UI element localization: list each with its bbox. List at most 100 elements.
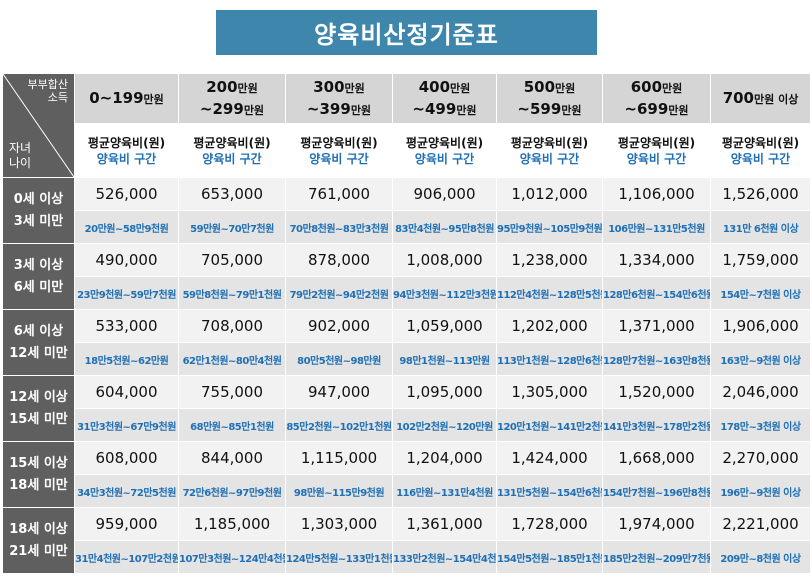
avg-support-amount: 1,106,000	[602, 177, 711, 211]
bracket-unit: 만원	[350, 103, 372, 117]
age-to: 12세 미만	[9, 345, 68, 361]
bracket-unit: 만원	[143, 92, 164, 106]
amount-row: 18세 이상 21세 미만 959,000 1,185,000 1,303,000 1,3…	[2, 507, 811, 574]
page-title: 양육비산정기준표	[216, 10, 597, 55]
avg-support-amount: 604,000	[74, 375, 179, 409]
bracket-line2: ~399만원	[286, 99, 392, 121]
avg-support-amount: 761,000	[285, 177, 393, 211]
corner-cell: 부부합산 소득 자녀 나이	[2, 73, 75, 178]
column-subheader: 평균양육비(원) 양육비 구간	[392, 123, 497, 178]
support-range-label: 양육비 구간	[414, 151, 475, 166]
income-bracket-header: 400만원 ~499만원	[392, 73, 497, 124]
avg-support-amount: 1,520,000	[602, 375, 711, 409]
bracket-amount-from: 0~199	[89, 88, 144, 107]
support-range: 59만8천원~79만1천원	[178, 276, 286, 310]
support-range: 178만~3천원 이상	[710, 408, 811, 442]
column-subheader: 평균양육비(원) 양육비 구간	[74, 123, 179, 178]
support-range: 163만~9천원 이상	[710, 342, 811, 376]
column-subheader: 평균양육비(원) 양육비 구간	[602, 123, 711, 178]
bracket-unit: 만원	[555, 81, 576, 95]
support-range-label: 양육비 구간	[519, 151, 580, 166]
bracket-unit: 만원 이상	[754, 92, 799, 106]
subheader-row: 평균양육비(원) 양육비 구간 평균양육비(원) 양육비 구간 평균양육비(원) 양육비 …	[3, 123, 811, 178]
column-subheader: 평균양육비(원) 양육비 구간	[496, 123, 603, 178]
age-to: 15세 미만	[9, 411, 68, 427]
support-range: 128만6천원~154만6천원	[602, 276, 711, 310]
support-range: 62만1천원~80만4천원	[178, 342, 286, 376]
avg-support-amount: 1,668,000	[602, 441, 711, 475]
avg-support-amount: 878,000	[285, 243, 393, 277]
amount-row: 15세 이상 18세 미만 608,000 844,000 1,115,000 1,204…	[2, 441, 811, 508]
avg-support-label: 평균양육비(원)	[193, 135, 271, 150]
child-age-cell: 6세 이상 12세 미만	[2, 309, 75, 376]
support-range: 113만1천원~128만6천원	[496, 342, 603, 376]
bracket-amount-to: ~399	[306, 99, 351, 118]
support-range: 131만5천원~154만6천원	[496, 474, 603, 508]
age-from: 12세 이상	[9, 389, 68, 405]
range-row: 31만4천원~107만2천원 107만3천원~124만4천원 124만5천원~133…	[3, 540, 811, 574]
support-range: 154만5천원~185만1천원	[496, 540, 603, 574]
avg-support-label: 평균양육비(원)	[405, 135, 484, 150]
bracket-amount-from: 600	[630, 77, 663, 96]
child-age-cell: 18세 이상 21세 미만	[2, 507, 75, 574]
support-range: 20만원~58만9천원	[74, 210, 179, 244]
support-range: 80만5천원~98만원	[285, 342, 393, 376]
support-range: 34만3천원~72만5천원	[74, 474, 179, 508]
avg-support-amount: 1,095,000	[392, 375, 497, 409]
avg-support-amount: 1,334,000	[602, 243, 711, 277]
avg-support-amount: 608,000	[74, 441, 179, 475]
avg-support-amount: 533,000	[74, 309, 179, 343]
child-support-table: 부부합산 소득 자녀 나이 0~199만원 200만원 ~299만원 300만원 ~399만원 4…	[2, 73, 811, 574]
bracket-line2: ~599만원	[497, 99, 602, 121]
avg-support-amount: 1,238,000	[496, 243, 603, 277]
bracket-line1: 300만원	[286, 77, 392, 99]
avg-support-label: 평균양육비(원)	[510, 135, 589, 150]
avg-support-amount: 1,115,000	[285, 441, 393, 475]
bracket-line1: 0~199만원	[75, 88, 178, 110]
income-bracket-header: 600만원 ~699만원	[602, 73, 711, 124]
child-age-cell: 12세 이상 15세 미만	[2, 375, 75, 442]
income-axis-line1: 부부합산	[27, 78, 68, 91]
avg-support-amount: 902,000	[285, 309, 393, 343]
age-axis-line2: 나이	[9, 156, 32, 170]
bracket-amount-from: 700	[722, 88, 754, 107]
bracket-amount-from: 200	[206, 77, 238, 96]
avg-support-amount: 1,361,000	[392, 507, 497, 541]
avg-support-amount: 1,012,000	[496, 177, 603, 211]
support-range: 94만3천원~112만3천원	[392, 276, 497, 310]
bracket-amount-from: 500	[523, 77, 556, 96]
age-from: 6세 이상	[13, 323, 64, 339]
child-age-cell: 0세 이상 3세 미만	[2, 177, 75, 244]
bracket-unit: 만원	[344, 81, 365, 95]
bracket-unit: 만원	[237, 81, 258, 95]
age-from: 0세 이상	[13, 191, 64, 207]
avg-support-amount: 708,000	[178, 309, 286, 343]
avg-support-label: 평균양육비(원)	[87, 135, 166, 150]
support-range-label: 양육비 구간	[730, 151, 791, 166]
income-bracket-header: 0~199만원	[74, 73, 179, 124]
avg-support-amount: 2,270,000	[710, 441, 811, 475]
diagonal-divider	[3, 74, 74, 177]
age-from: 3세 이상	[13, 257, 64, 273]
avg-support-amount: 490,000	[74, 243, 179, 277]
support-range: 209만~8천원 이상	[710, 540, 811, 574]
avg-support-amount: 755,000	[178, 375, 286, 409]
avg-support-label: 평균양육비(원)	[617, 135, 696, 150]
support-range: 68만원~85만1천원	[178, 408, 286, 442]
support-range: 112만4천원~128만5천원	[496, 276, 603, 310]
bracket-line1: 200만원	[179, 77, 285, 99]
avg-support-label: 평균양육비(원)	[300, 135, 378, 150]
age-axis-label: 자녀 나이	[9, 141, 31, 171]
avg-support-amount: 653,000	[178, 177, 286, 211]
avg-support-amount: 526,000	[74, 177, 179, 211]
support-range: 106만원~131만5천원	[602, 210, 711, 244]
support-range: 131만 6천원 이상	[710, 210, 811, 244]
support-range: 120만1천원~141만2천원	[496, 408, 603, 442]
support-range: 107만3천원~124만4천원	[178, 540, 286, 574]
bracket-amount-to: ~599	[517, 99, 562, 118]
bracket-amount-from: 400	[418, 77, 451, 96]
bracket-unit: 만원	[662, 81, 683, 95]
age-to: 3세 미만	[13, 213, 64, 229]
range-row: 23만9천원~59만7천원 59만8천원~79만1천원 79만2천원~94만2천원 9…	[3, 276, 811, 310]
amount-row: 12세 이상 15세 미만 604,000 755,000 947,000 1,095,0…	[2, 375, 811, 442]
